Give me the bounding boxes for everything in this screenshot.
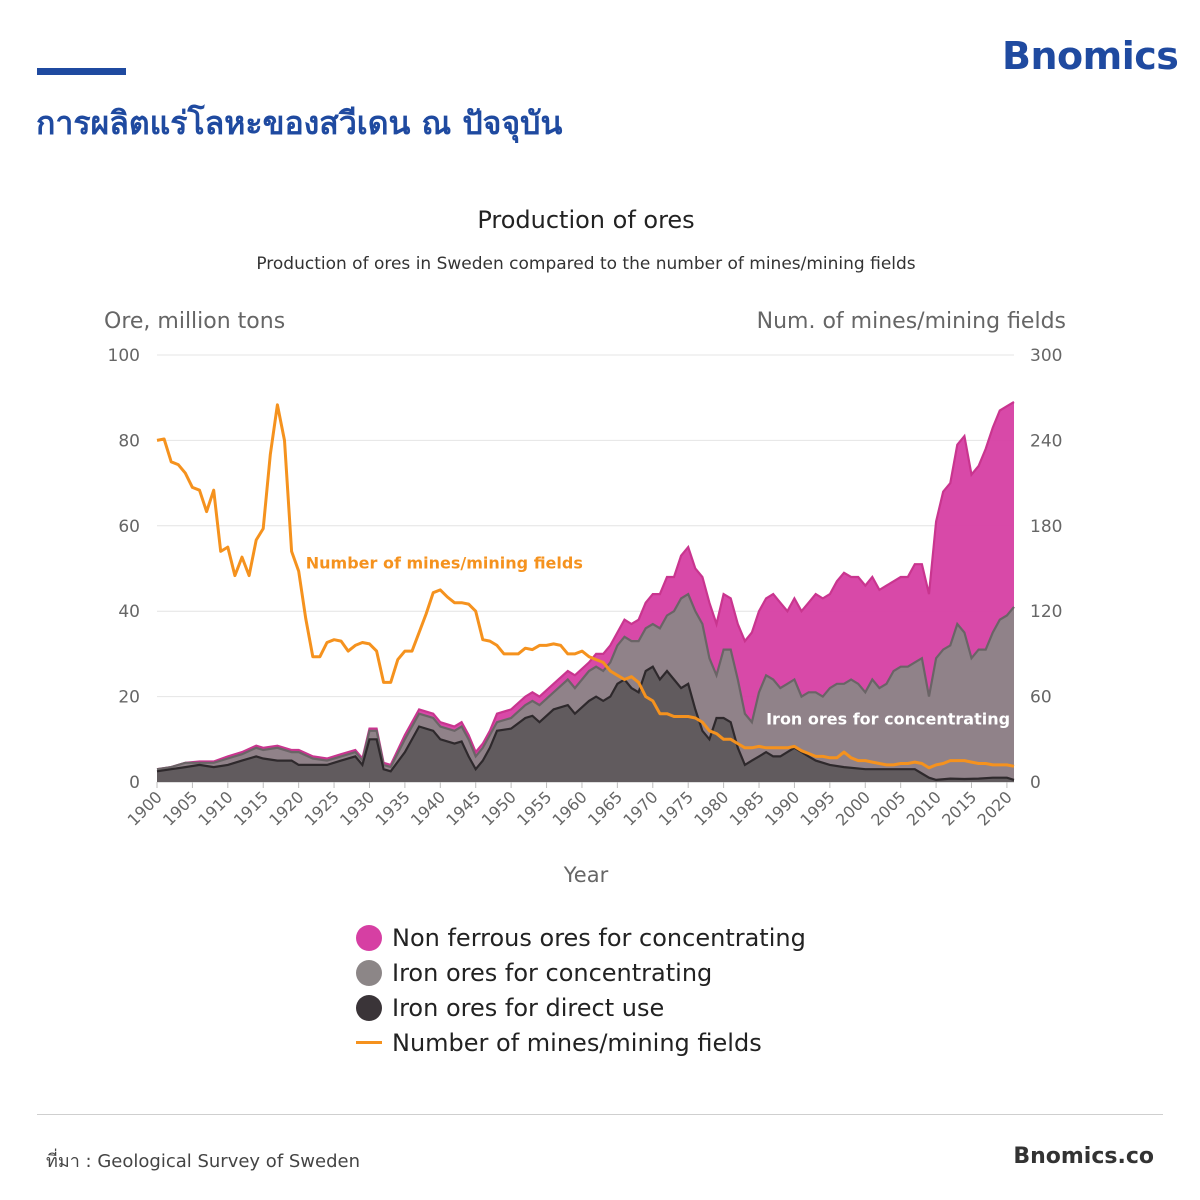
accent-bar [37, 68, 126, 75]
legend-item-non-ferrous[interactable]: Non ferrous ores for concentrating [356, 920, 806, 955]
y-tick-label: 60 [118, 517, 140, 537]
x-tick-label: 1975 [655, 787, 697, 829]
x-tick-label: 2005 [867, 787, 909, 829]
area-layer [156, 401, 1015, 782]
y-tick-label: 0 [129, 773, 140, 793]
legend-swatch-iron-concentrating [356, 959, 382, 986]
x-tick-label: 1940 [407, 787, 449, 829]
y-tick-label: 20 [118, 688, 140, 708]
x-tick-label: 2010 [903, 787, 945, 829]
legend-item-iron-concentrating[interactable]: Iron ores for concentrating [356, 955, 806, 990]
legend-label-mines: Number of mines/mining fields [392, 1028, 762, 1057]
x-tick-label: 1905 [159, 787, 201, 829]
annotation-mines: Number of mines/mining fields [306, 554, 583, 573]
legend-item-mines[interactable]: Number of mines/mining fields [356, 1025, 806, 1060]
x-tick-label: 1955 [513, 787, 555, 829]
y2-tick-label: 120 [1030, 602, 1062, 622]
line-layer [156, 403, 1015, 770]
x-tick-label: 1965 [584, 787, 626, 829]
area-iron-ores-for-concentrating [157, 594, 1014, 782]
y-tick-label: 80 [118, 431, 140, 451]
y2-tick-label: 0 [1030, 773, 1041, 793]
y-tick-label: 40 [118, 602, 140, 622]
y-tick-label: 100 [108, 346, 140, 366]
x-axis-title: Year [563, 863, 609, 887]
y2-tick-label: 60 [1030, 688, 1052, 708]
area-non-ferrous-ores-for-concentrating [157, 402, 1014, 782]
x-tick-label: 1935 [371, 787, 413, 829]
x-tick-label: 2020 [974, 787, 1016, 829]
x-tick-label: 1915 [230, 787, 272, 829]
chart-title: Production of ores [477, 206, 694, 234]
legend-label-iron-concentrating: Iron ores for concentrating [392, 958, 713, 987]
annotation-layer: Number of mines/mining fields Iron ores f… [306, 554, 1010, 729]
area-edge-iron-ores-for-direct-use [156, 665, 1015, 782]
legend-swatch-mines [356, 1041, 382, 1044]
y2-tick-label: 300 [1030, 346, 1062, 366]
x-tick-label: 1980 [690, 787, 732, 829]
x-tick-label: 1910 [194, 787, 236, 829]
x-tick-label: 1900 [124, 787, 166, 829]
area-iron-ores-for-direct-use [157, 666, 1014, 782]
x-tick-label: 1945 [442, 787, 484, 829]
series-line-mines [156, 403, 1015, 770]
x-tick-label: 1970 [619, 787, 661, 829]
chart-legend: Non ferrous ores for concentrating Iron … [356, 920, 806, 1060]
x-tick-label: 2000 [832, 787, 874, 829]
annotation-iron-concentrating: Iron ores for concentrating [766, 709, 1010, 728]
y2-tick-label: 240 [1030, 431, 1062, 451]
x-tick-label: 1960 [549, 787, 591, 829]
y2-axis-title: Num. of mines/mining fields [757, 309, 1066, 334]
x-tick-label: 1920 [265, 787, 307, 829]
legend-item-iron-direct[interactable]: Iron ores for direct use [356, 990, 806, 1025]
legend-label-non-ferrous: Non ferrous ores for concentrating [392, 923, 806, 952]
x-tick-label: 1930 [336, 787, 378, 829]
y-axis-title: Ore, million tons [104, 309, 285, 334]
area-edge-iron-ores-for-concentrating [156, 592, 1015, 771]
x-tick-label: 1925 [301, 787, 343, 829]
footer-divider [37, 1114, 1163, 1115]
chart-subtitle: Production of ores in Sweden compared to… [256, 254, 915, 274]
site-url[interactable]: Bnomics.co [1013, 1144, 1154, 1169]
legend-label-iron-direct: Iron ores for direct use [392, 993, 665, 1022]
legend-swatch-non-ferrous [356, 924, 382, 951]
y2-tick-label: 180 [1030, 517, 1062, 537]
legend-swatch-iron-direct [356, 994, 382, 1021]
source-note: ที่มา : Geological Survey of Sweden [46, 1151, 361, 1172]
x-tick-label: 1990 [761, 787, 803, 829]
x-tick-label: 1995 [796, 787, 838, 829]
brand-logo: Bnomics [1002, 34, 1179, 78]
x-tick-label: 2015 [938, 787, 980, 829]
x-tick-label: 1950 [478, 787, 520, 829]
page-headline: การผลิตแร่โลหะของสวีเดน ณ ปัจจุบัน [36, 104, 563, 142]
x-tick-label: 1985 [726, 787, 768, 829]
